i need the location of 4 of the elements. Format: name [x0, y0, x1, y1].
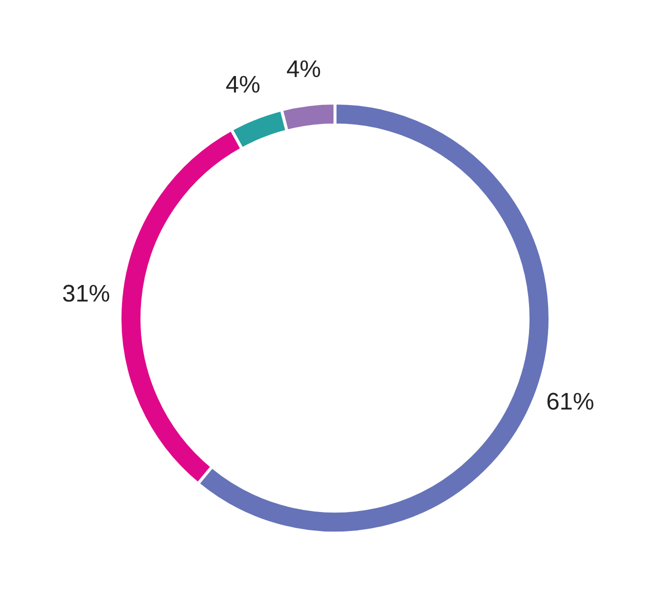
data-label: 4% — [286, 56, 322, 83]
data-label: 61% — [546, 388, 594, 416]
data-label: 31% — [62, 280, 110, 308]
data-label: 4% — [226, 72, 260, 99]
